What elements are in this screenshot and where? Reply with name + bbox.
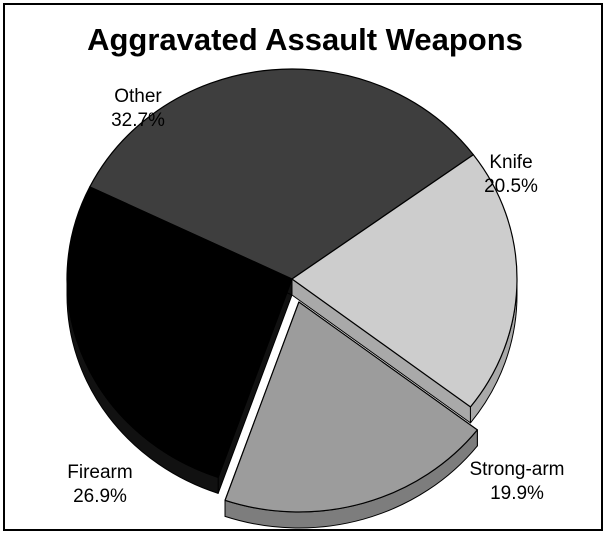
pie-chart: Other 32.7% Knife 20.5% Strong-arm 19.9% Firea… <box>66 68 565 529</box>
chart-title: Aggravated Assault Weapons <box>87 22 523 57</box>
slice-strong-arm <box>224 301 478 513</box>
slice-value-knife: 20.5% <box>484 176 538 197</box>
slice-label-knife: Knife <box>489 152 532 173</box>
slice-label-other: Other <box>114 86 162 107</box>
slice-label-firearm: Firearm <box>67 462 132 483</box>
slice-value-firearm: 26.9% <box>73 486 127 507</box>
slice-other <box>89 68 474 280</box>
chart-frame: Aggravated Assault Weapons Other 32.7% Kni… <box>3 3 603 531</box>
slice-value-strong-arm: 19.9% <box>490 483 544 504</box>
slice-label-strong-arm: Strong-arm <box>469 459 564 480</box>
slice-firearm <box>66 186 293 478</box>
slice-knife <box>291 154 518 408</box>
slice-value-other: 32.7% <box>111 110 165 131</box>
